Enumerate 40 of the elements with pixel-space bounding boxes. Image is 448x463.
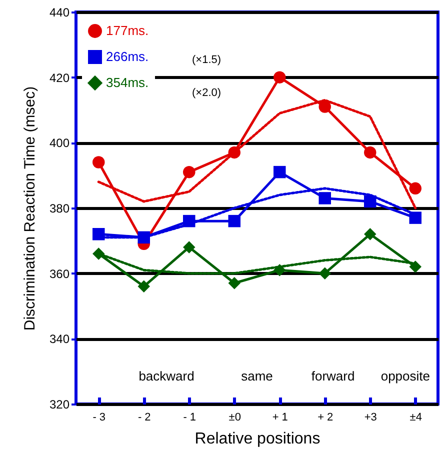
annotation: opposite <box>380 368 430 384</box>
y-tick-label: 380 <box>49 202 70 216</box>
y-tick-label: 420 <box>49 70 70 85</box>
y-tick-label: 360 <box>49 266 70 281</box>
point <box>364 228 376 240</box>
x-tick-label: - 2 <box>138 412 151 424</box>
legend-label: 354ms. <box>106 75 149 90</box>
point <box>228 214 240 228</box>
x-tick-label: - 3 <box>92 412 106 424</box>
y-tick-label: 320 <box>49 398 70 412</box>
x-tick-label: +3 <box>364 412 377 424</box>
x-tick-label: + 1 <box>272 412 288 424</box>
y-tick-label: 440 <box>49 6 70 20</box>
point <box>318 192 331 204</box>
y-tick-label: 400 <box>49 136 70 150</box>
x-tick-label: + 2 <box>318 412 334 424</box>
annotation: same <box>241 368 273 384</box>
annotation: forward <box>311 368 355 384</box>
point <box>138 280 150 293</box>
y-axis-title: Discrimination Reaction Time (msec) <box>21 86 38 331</box>
point <box>183 166 196 178</box>
point <box>92 156 105 168</box>
legend-label: 177ms. <box>106 23 149 38</box>
x-tick-label: ±0 <box>228 412 241 424</box>
y-tick-label: 340 <box>49 332 70 346</box>
point <box>364 146 376 159</box>
point <box>318 267 331 280</box>
point <box>318 100 331 113</box>
annotation: backward <box>138 368 194 384</box>
point <box>274 71 286 84</box>
point <box>183 241 196 254</box>
point <box>274 166 286 178</box>
annotation: (×1.5) <box>192 54 222 66</box>
x-tick-label: ±4 <box>410 412 422 424</box>
x-axis-title: Relative positions <box>194 430 320 448</box>
point <box>409 182 422 195</box>
point <box>228 277 240 290</box>
x-tick-label: - 1 <box>183 412 196 424</box>
annotation: (×2.0) <box>192 87 222 99</box>
legend-label: 266ms. <box>106 49 149 64</box>
